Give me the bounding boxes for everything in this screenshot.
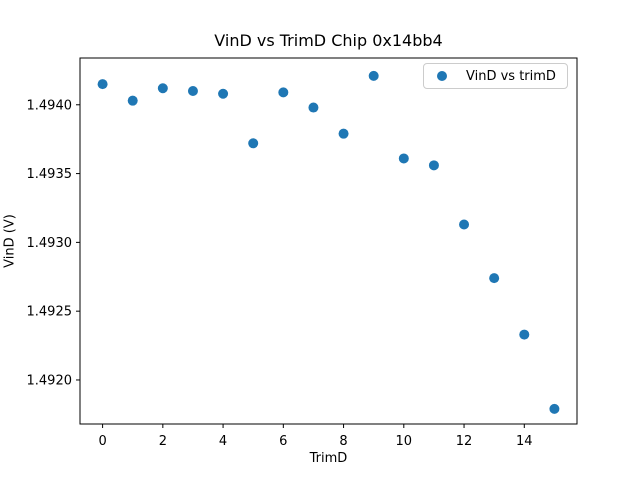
scatter-point [489,273,500,284]
axes-spines [79,57,578,425]
scatter-point [368,70,379,81]
x-tick-label: 0 [98,434,106,449]
scatter-point [97,79,108,90]
y-tick-label: 1.4925 [27,305,73,320]
scatter-point [519,329,530,340]
chart-title: VinD vs TrimD Chip 0x14bb4 [214,31,443,50]
scatter-point [428,160,439,171]
x-tick-label: 2 [159,434,167,449]
legend-label: VinD vs trimD [466,68,556,84]
y-tick-label: 1.4940 [27,98,73,113]
scatter-point [308,102,319,113]
scatter-point [248,138,259,149]
scatter-point [157,83,168,94]
x-tick-label: 12 [456,434,473,449]
y-tick-label: 1.4935 [27,167,73,182]
scatter-point [549,403,560,414]
x-axis-label: TrimD [309,451,348,466]
scatter-point [218,88,229,99]
x-tick-label: 14 [516,434,533,449]
legend-marker-dot-icon [437,71,447,81]
scatter-point [459,219,470,230]
legend: VinD vs trimD [423,63,568,89]
scatter-point [398,153,409,164]
y-tick-label: 1.4920 [27,373,73,388]
scatter-point [338,128,349,139]
scatter-point [278,87,289,98]
y-tick-label: 1.4930 [27,236,73,251]
x-tick-label: 6 [279,434,287,449]
x-tick-label: 8 [339,434,347,449]
x-tick-label: 10 [396,434,413,449]
scatter-point [187,86,198,97]
x-tick-label: 4 [219,434,227,449]
scatter-point [127,95,138,106]
